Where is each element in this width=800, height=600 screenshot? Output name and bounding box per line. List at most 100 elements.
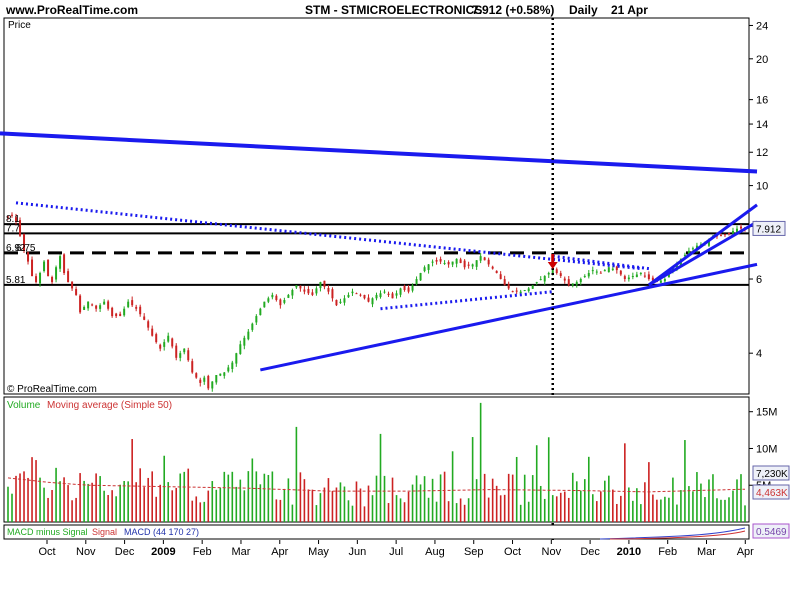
volume-bar [523,474,526,522]
volume-bar [595,501,598,522]
volume-bar [311,489,314,522]
candle-body [75,288,78,295]
candle-body [187,350,190,361]
trendline[interactable] [648,220,758,287]
time-tick-label: Jul [389,546,403,558]
candle-body [519,291,522,294]
candle-body [311,292,314,295]
candle-body [15,217,18,222]
candle-body [607,267,610,273]
candle-body [379,293,382,298]
volume-bar [243,490,246,522]
candle-body [339,301,342,303]
volume-bar [439,474,442,522]
candle-body [51,277,54,283]
volume-bar [483,473,486,522]
volume-bar [407,491,410,522]
volume-bar [395,495,398,522]
volume-bar [495,485,498,522]
candle-body [39,273,42,284]
volume-bar [379,433,382,522]
candle-body [67,271,70,283]
volume-bar [371,495,374,522]
volume-bar [283,488,286,522]
candle-body [631,276,634,278]
candle-body [587,273,590,277]
candle-body [99,305,102,309]
candle-body [351,291,354,294]
volume-bar [559,492,562,522]
volume-bar [199,502,202,522]
volume-bar [251,458,254,522]
time-tick-label: 2009 [151,546,175,558]
candle-body [335,299,338,306]
candle-body [435,259,438,262]
candle-body [503,279,506,286]
volume-bar [155,496,158,522]
trendline[interactable] [552,254,650,271]
trendline[interactable] [647,203,758,287]
trendline[interactable] [260,262,758,372]
candle-body [627,277,630,280]
time-axis: Oct Nov Dec 2009 Feb Mar Apr May Jun Jul Aug Sep Oct… [38,540,754,558]
candle-body [35,276,38,283]
candle-body [87,301,90,309]
candle-body [719,235,722,237]
volume-bar [235,486,238,522]
volume-bar [111,490,113,522]
volume-bar [387,503,390,522]
candle-body [7,216,9,218]
candle-body [731,231,734,234]
candle-body [199,379,202,383]
price-panel[interactable] [3,17,750,395]
volume-bar [652,494,654,522]
level-label: 6.75 [16,243,36,254]
volume-bar [255,471,258,522]
candle-body [387,293,390,295]
candle-body [551,270,554,275]
candle-body [643,275,646,277]
volume-bar [708,479,710,522]
candle-body [459,259,462,263]
time-tick-label: Feb [193,546,212,558]
volume-bar [688,486,690,522]
volume-bar [740,474,742,522]
candle-body [383,291,386,293]
volume-bar [95,473,97,522]
candle-body [523,290,526,292]
volume-bar [535,445,538,522]
volume-bar [443,471,446,522]
candle-body [535,282,538,284]
time-tick-label: May [308,546,329,558]
trendline[interactable] [0,131,758,174]
macd-panel[interactable] [3,524,750,540]
volume-bar [415,475,418,522]
price-tick-label: 14 [756,119,768,131]
volume-bar [463,504,466,522]
volume-bar [680,490,682,522]
volume-bar [107,494,109,522]
candle-body [603,270,606,272]
candle-body [155,334,158,343]
volume-bar [171,490,174,522]
volume-bar [539,485,542,522]
volume-bar [75,497,77,522]
candle-body [191,361,194,373]
volume-bar [11,493,13,522]
time-tick-label: Sep [464,546,484,558]
candle-body [31,259,34,277]
site-name[interactable]: www.ProRealTime.com [5,3,138,17]
volume-bar [696,472,698,522]
candle-body [547,273,550,275]
volume-bar [67,485,69,522]
candle-body [499,274,502,280]
candle-body [575,282,578,285]
volume-bar [519,504,522,522]
trendline[interactable] [380,290,553,311]
volume-bar [616,503,618,522]
time-tick-label: Nov [76,546,96,558]
candle-body [583,276,586,278]
volume-bar [724,499,726,522]
candle-body [219,373,222,376]
volume-bar [119,484,121,522]
